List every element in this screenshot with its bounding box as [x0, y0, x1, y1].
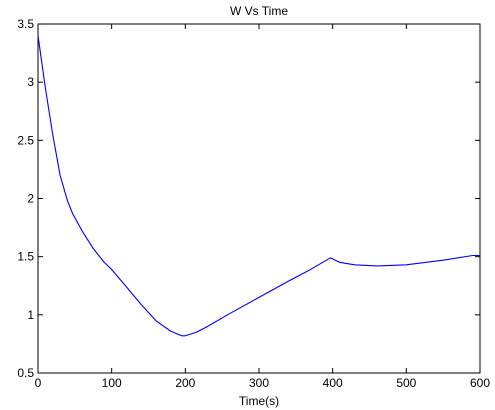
x-tick-label: 100 [102, 376, 122, 390]
y-tick-label: 2.5 [17, 133, 34, 147]
plot-area [37, 23, 481, 374]
x-tick-label: 300 [249, 376, 269, 390]
x-tick-label: 0 [35, 376, 42, 390]
series-group [37, 35, 480, 337]
x-tick-label: 400 [323, 376, 343, 390]
y-tick-label: 1 [27, 308, 34, 322]
y-tick-label: 3 [27, 75, 34, 89]
x-tick-label: 500 [396, 376, 416, 390]
y-tick-label: 2 [27, 192, 34, 206]
y-tick-label: 0.5 [17, 366, 34, 380]
series-line-0 [37, 35, 480, 337]
x-tick-label: 200 [175, 376, 195, 390]
x-axis-label: Time(s) [239, 394, 279, 408]
x-tick-label: 600 [470, 376, 490, 390]
tick-group: 0 100 200 300 400 500 600 0.5 1 1.5 2 2.5 3 3.5 [17, 17, 490, 390]
chart-title: W Vs Time [230, 4, 288, 18]
y-tick-label: 1.5 [17, 250, 34, 264]
y-tick-label: 3.5 [17, 17, 34, 31]
